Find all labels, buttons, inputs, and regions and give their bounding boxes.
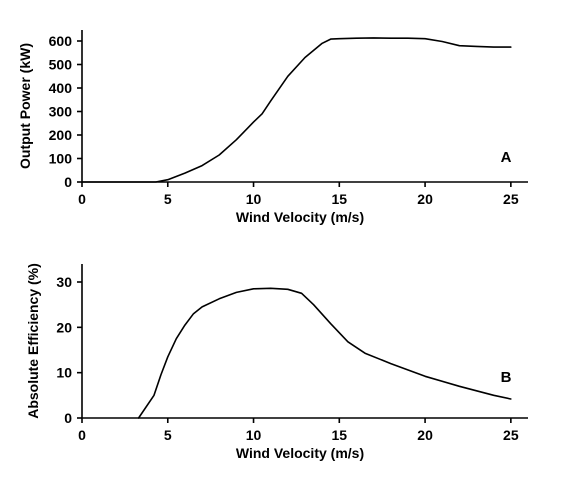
y-tick-label: 0 — [64, 410, 72, 426]
panel-letter: B — [501, 369, 512, 386]
x-axis-title: Wind Velocity (m/s) — [236, 445, 364, 461]
series-line-1-0 — [137, 287, 512, 419]
x-tick-label: 10 — [246, 427, 262, 443]
x-tick-label: 20 — [417, 427, 433, 443]
y-tick-label: 100 — [49, 151, 73, 167]
y-axis-title: Absolute Efficiency (%) — [25, 263, 41, 419]
x-tick-label: 10 — [246, 191, 262, 207]
y-tick-label: 300 — [49, 104, 73, 120]
x-tick-label: 25 — [503, 191, 519, 207]
axes-0 — [81, 30, 528, 183]
x-tick-label: 0 — [78, 191, 86, 207]
y-tick-label: 600 — [49, 33, 73, 49]
y-tick-label: 400 — [49, 80, 73, 96]
y-tick-label: 20 — [56, 319, 72, 335]
panel-letter: A — [501, 149, 512, 166]
x-tick-label: 15 — [332, 427, 348, 443]
x-tick-label: 5 — [164, 427, 172, 443]
y-tick-label: 0 — [64, 174, 72, 190]
y-tick-label: 30 — [56, 274, 72, 290]
y-tick-label: 10 — [56, 365, 72, 381]
x-tick-label: 20 — [417, 191, 433, 207]
y-tick-label: 200 — [49, 127, 73, 143]
x-axis-title: Wind Velocity (m/s) — [236, 209, 364, 225]
panel-b: 0 5 10 15 20 25 0 10 20 30 Wind Velocity (m/s) Abso… — [25, 263, 528, 461]
y-tick-label: 500 — [49, 57, 73, 73]
axes-1 — [81, 264, 528, 419]
panel-a: 0 5 10 15 20 25 0 100 200 300 400 500 600 Wind Veloci… — [17, 30, 528, 225]
x-tick-label: 0 — [78, 427, 86, 443]
x-tick-label: 25 — [503, 427, 519, 443]
y-axis-title: Output Power (kW) — [17, 43, 33, 169]
series-line-0-0 — [81, 37, 512, 183]
x-tick-label: 15 — [332, 191, 348, 207]
x-tick-label: 5 — [164, 191, 172, 207]
